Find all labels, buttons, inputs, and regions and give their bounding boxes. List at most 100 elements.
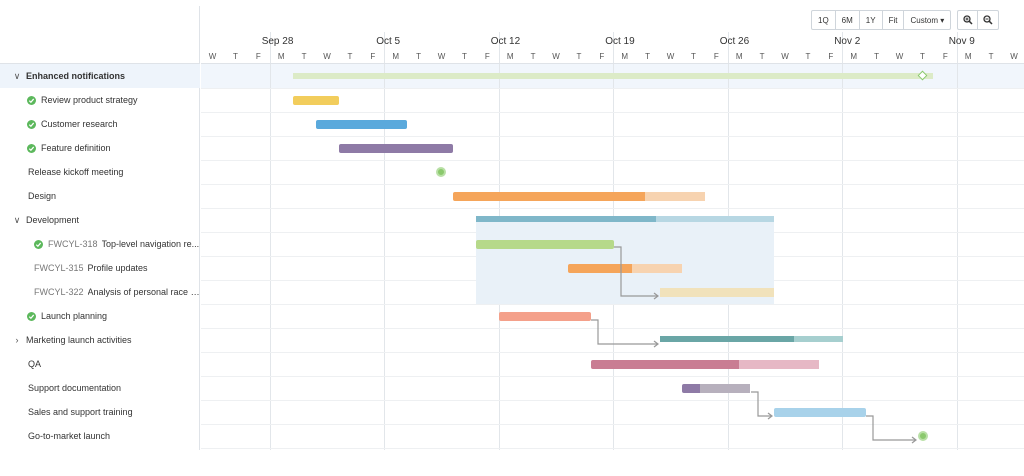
zoom-in-icon (963, 15, 973, 25)
day-label: W (781, 52, 789, 61)
day-label: T (347, 52, 353, 61)
task-row[interactable]: FWCYL-322 Analysis of personal race g... (0, 280, 200, 304)
day-label: T (232, 52, 238, 61)
day-label: T (874, 52, 880, 61)
task-row[interactable]: ∨ Development (0, 208, 200, 232)
row-divider (201, 88, 1024, 89)
task-row[interactable]: Review product strategy (0, 88, 200, 112)
milestone-icon[interactable] (918, 431, 928, 441)
task-bar[interactable] (293, 96, 339, 105)
task-row[interactable]: Feature definition (0, 136, 200, 160)
task-row[interactable]: Sales and support training (0, 400, 200, 424)
epic-summary-bar[interactable] (293, 73, 933, 79)
task-name: Marketing launch activities (26, 335, 132, 345)
task-list-panel: ∨ Enhanced notifications Review product st… (0, 6, 200, 450)
task-row[interactable]: QA (0, 352, 200, 376)
task-row[interactable]: Launch planning (0, 304, 200, 328)
zoom-1y-button[interactable]: 1Y (860, 11, 883, 29)
day-label: W (666, 52, 675, 61)
zoom-controls: 1Q 6M 1Y Fit Custom ▾ (811, 10, 1000, 30)
task-bar[interactable] (591, 360, 819, 369)
group-summary-bar[interactable] (660, 336, 843, 342)
day-label: M (392, 52, 400, 61)
expand-toggle-icon[interactable]: › (15, 335, 19, 345)
day-label: T (461, 52, 467, 61)
row-divider (201, 112, 1024, 113)
week-divider (269, 32, 271, 450)
task-bar-remaining (645, 192, 705, 201)
day-label: T (805, 52, 811, 61)
task-bar[interactable] (476, 240, 614, 249)
expand-toggle-icon[interactable]: ∨ (13, 214, 21, 225)
task-bar[interactable] (339, 144, 453, 153)
task-bar[interactable] (499, 312, 591, 321)
day-label: W (437, 52, 446, 61)
row-divider (201, 448, 1024, 449)
zoom-fit-button[interactable]: Fit (883, 11, 905, 29)
dependency-line (591, 319, 658, 345)
row-divider (201, 208, 1024, 209)
row-divider (201, 400, 1024, 401)
task-row[interactable]: FWCYL-318 Top-level navigation re... (0, 232, 200, 256)
group-summary-bar[interactable] (476, 216, 774, 222)
task-bar[interactable] (453, 192, 705, 201)
day-label: T (416, 52, 422, 61)
zoom-preset-group: 1Q 6M 1Y Fit Custom ▾ (811, 10, 952, 30)
task-name: Enhanced notifications (26, 71, 126, 81)
day-label: M (277, 52, 285, 61)
task-row[interactable]: Release kickoff meeting (0, 160, 200, 184)
complete-check-icon (27, 95, 36, 105)
day-label: M (850, 52, 858, 61)
task-bar-remaining (700, 384, 750, 393)
milestone-icon[interactable] (436, 167, 446, 177)
zoom-custom-dropdown[interactable]: Custom ▾ (910, 15, 945, 25)
zoom-in-button[interactable] (958, 11, 979, 29)
task-row[interactable]: Customer research (0, 112, 200, 136)
issue-key: FWCYL-318 (48, 239, 98, 249)
task-row[interactable]: ∨ Enhanced notifications (0, 64, 200, 88)
task-bar[interactable] (774, 408, 866, 417)
task-row[interactable]: Support documentation (0, 376, 200, 400)
zoom-6m-button[interactable]: 6M (836, 11, 860, 29)
task-bar[interactable] (682, 384, 750, 393)
dependency-line (614, 246, 658, 297)
task-name: Design (28, 191, 57, 201)
expand-toggle-icon[interactable]: ∨ (13, 70, 21, 81)
day-label: F (713, 52, 719, 61)
day-label: T (759, 52, 765, 61)
day-label: W (208, 52, 217, 61)
row-divider (201, 136, 1024, 137)
task-name: Sales and support training (28, 407, 133, 417)
task-bar[interactable] (660, 288, 774, 297)
group-summary-bar-done (476, 216, 656, 222)
group-summary-bar-done (660, 336, 794, 342)
zoom-1q-button[interactable]: 1Q (812, 11, 836, 29)
task-bar[interactable] (568, 264, 682, 273)
day-label: T (988, 52, 994, 61)
task-row[interactable]: Design (0, 184, 200, 208)
task-name: Release kickoff meeting (28, 167, 124, 177)
zoom-out-button[interactable] (978, 11, 998, 29)
timeline-panel: 1Q 6M 1Y Fit Custom ▾ Sep 28 Oct 5 Oct 12 O… (201, 6, 1024, 450)
day-label: M (735, 52, 743, 61)
day-label: T (301, 52, 307, 61)
task-row[interactable]: Go-to-market launch (0, 424, 200, 448)
issue-key: FWCYL-322 (34, 287, 84, 297)
task-bar-remaining (632, 264, 682, 273)
complete-check-icon (27, 119, 36, 129)
dependency-arrows (591, 246, 917, 444)
arrowhead-icon (653, 340, 659, 348)
timeline-header: 1Q 6M 1Y Fit Custom ▾ Sep 28 Oct 5 Oct 12 O… (201, 6, 1024, 64)
row-divider (201, 160, 1024, 161)
task-bar-remaining (739, 360, 819, 369)
task-row[interactable]: › Marketing launch activities (0, 328, 200, 352)
issue-key: FWCYL-315 (34, 263, 84, 273)
dependency-line (751, 391, 772, 417)
week-label: Oct 12 (490, 36, 521, 47)
task-name: Feature definition (41, 143, 111, 153)
day-label: F (370, 52, 376, 61)
week-label: Oct 19 (605, 36, 635, 47)
row-divider (201, 424, 1024, 425)
task-row[interactable]: FWCYL-315 Profile updates (0, 256, 200, 280)
task-bar[interactable] (316, 120, 407, 129)
